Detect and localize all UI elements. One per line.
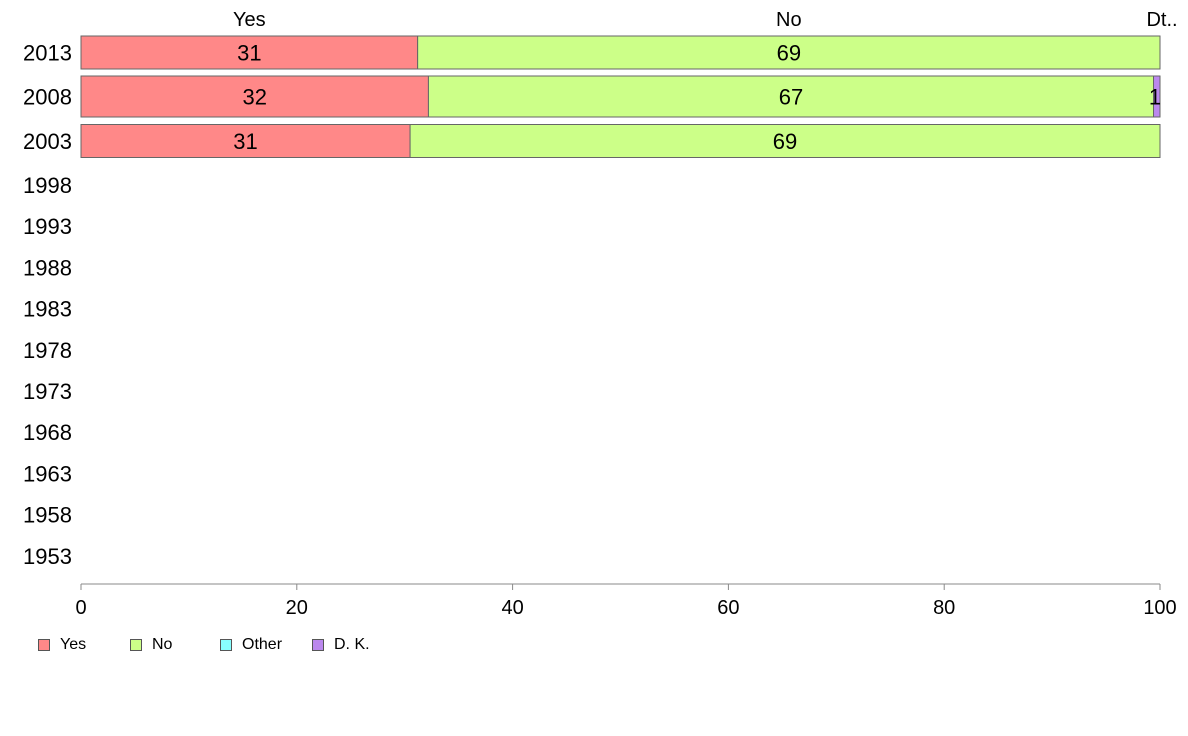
category-label-1958: 1958 xyxy=(23,503,72,528)
category-label-1983: 1983 xyxy=(23,297,72,322)
bar-no-2003 xyxy=(409,124,1161,158)
data-label-no-2013: 69 xyxy=(777,41,801,66)
bar-yes-2003 xyxy=(80,124,411,158)
legend-swatch-yes xyxy=(38,639,50,651)
legend-label-yes: Yes xyxy=(60,636,87,653)
top-label-dk: Dt.. xyxy=(1146,9,1177,31)
legend-label-no: No xyxy=(152,636,173,653)
category-label-1993: 1993 xyxy=(23,214,72,239)
category-label-2013: 2013 xyxy=(23,41,72,66)
x-tick-label-0: 0 xyxy=(75,597,86,619)
category-label-1998: 1998 xyxy=(23,173,72,198)
x-tick-label-100: 100 xyxy=(1143,597,1176,619)
x-tick-label-20: 20 xyxy=(286,597,308,619)
bar-yes-2008 xyxy=(80,75,429,118)
x-tick-label-40: 40 xyxy=(501,597,523,619)
legend-item-yes: Yes xyxy=(38,636,130,654)
category-label-1963: 1963 xyxy=(23,461,72,486)
legend-swatch-no xyxy=(130,639,142,651)
legend-item-no: No xyxy=(130,636,220,654)
data-label-no-2008: 67 xyxy=(779,85,803,110)
bar-dk-2008 xyxy=(1153,75,1161,118)
top-label-yes: Yes xyxy=(233,9,266,31)
data-label-yes-2003: 31 xyxy=(233,129,257,154)
category-label-2008: 2008 xyxy=(23,85,72,110)
category-label-1953: 1953 xyxy=(23,544,72,569)
legend-swatch-dk xyxy=(312,639,324,651)
category-label-1968: 1968 xyxy=(23,420,72,445)
legend-item-dk: D. K. xyxy=(312,636,370,654)
legend-label-dk: D. K. xyxy=(334,636,370,653)
data-label-yes-2013: 31 xyxy=(237,41,261,66)
legend: Yes No Other D. K. xyxy=(38,636,370,654)
bar-yes-2013 xyxy=(80,35,419,70)
data-label-yes-2008: 32 xyxy=(242,85,266,110)
category-label-1988: 1988 xyxy=(23,255,72,280)
bar-no-2008 xyxy=(427,75,1155,118)
top-label-no: No xyxy=(776,9,802,31)
x-tick-label-60: 60 xyxy=(717,597,739,619)
legend-label-other: Other xyxy=(242,636,283,653)
legend-item-other: Other xyxy=(220,636,312,654)
x-tick-label-80: 80 xyxy=(933,597,955,619)
category-label-1978: 1978 xyxy=(23,338,72,363)
legend-swatch-other xyxy=(220,639,232,651)
data-label-dk-2008: 1 xyxy=(1149,85,1161,110)
category-label-2003: 2003 xyxy=(23,129,72,154)
category-label-1973: 1973 xyxy=(23,379,72,404)
data-label-no-2003: 69 xyxy=(773,129,797,154)
stacked-bar-chart: 2013 2008 2003 1998 1993 1988 1983 1978 1973 1968… xyxy=(23,9,1178,619)
bar-no-2013 xyxy=(417,35,1161,70)
